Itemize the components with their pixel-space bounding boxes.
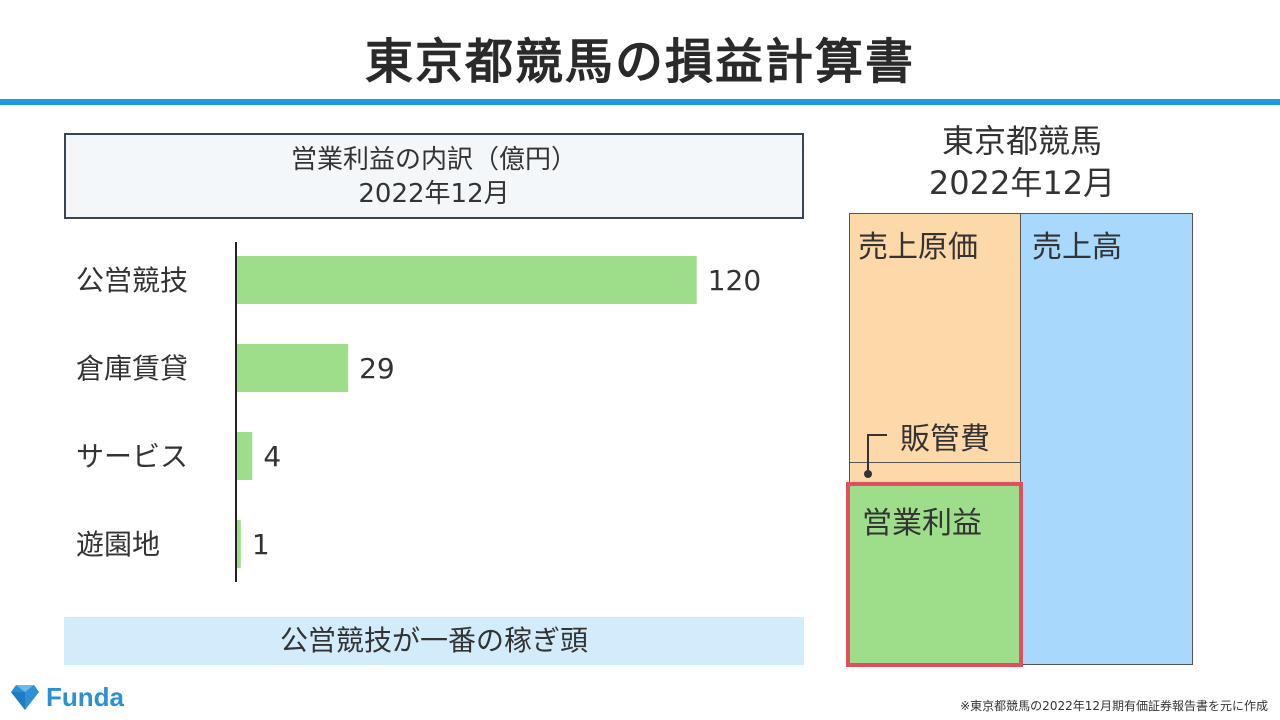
category-label: 倉庫賃貸: [76, 352, 188, 385]
category-label: 遊園地: [76, 528, 160, 561]
sga-leader-dot: [864, 470, 872, 478]
bar: [237, 520, 241, 568]
source-note: ※東京都競馬の2022年12月期有価証券報告書を元に作成: [960, 699, 1268, 713]
sales-label: 売上高: [1032, 230, 1122, 265]
statement-period: 2022年12月: [928, 164, 1116, 202]
operating-profit-label: 営業利益: [862, 506, 982, 541]
cost-of-sales-label: 売上原価: [858, 230, 978, 265]
data-label: 120: [708, 264, 761, 297]
category-label: サービス: [76, 440, 188, 473]
data-label: 1: [252, 528, 270, 561]
summary-banner: 公営競技が一番の稼ぎ頭: [64, 617, 804, 665]
chart-title-box: 営業利益の内訳（億円） 2022年12月: [64, 133, 804, 219]
company-name: 東京都競馬: [941, 122, 1102, 160]
category-label: 公営競技: [76, 264, 188, 297]
logo-text: Funda: [46, 681, 124, 712]
sga-leader-line: [867, 434, 887, 436]
title-divider: [0, 99, 1280, 105]
operating-profit-bar-chart: 公営競技 120 倉庫賃貸 29 サービス 4 遊園地 1: [76, 242, 761, 582]
cost-of-sales-block: [849, 213, 1021, 463]
page-title: 東京都競馬の損益計算書: [364, 34, 915, 90]
funda-logo: Funda: [10, 680, 124, 714]
funda-diamond-icon: [11, 685, 39, 710]
sga-label: 販管費: [900, 422, 990, 457]
bar: [237, 432, 253, 480]
statement-header: 東京都競馬 2022年12月: [850, 120, 1194, 204]
operating-profit-block: [846, 482, 1023, 667]
sga-leader-line-vertical: [867, 434, 869, 474]
sga-block: [849, 462, 1021, 484]
data-label: 4: [263, 440, 281, 473]
sales-block: [1020, 213, 1193, 665]
bar: [237, 344, 349, 392]
chart-title: 営業利益の内訳（億円）: [290, 145, 577, 175]
data-label: 29: [359, 352, 395, 385]
chart-subtitle: 2022年12月: [358, 179, 510, 209]
bar: [237, 256, 697, 304]
